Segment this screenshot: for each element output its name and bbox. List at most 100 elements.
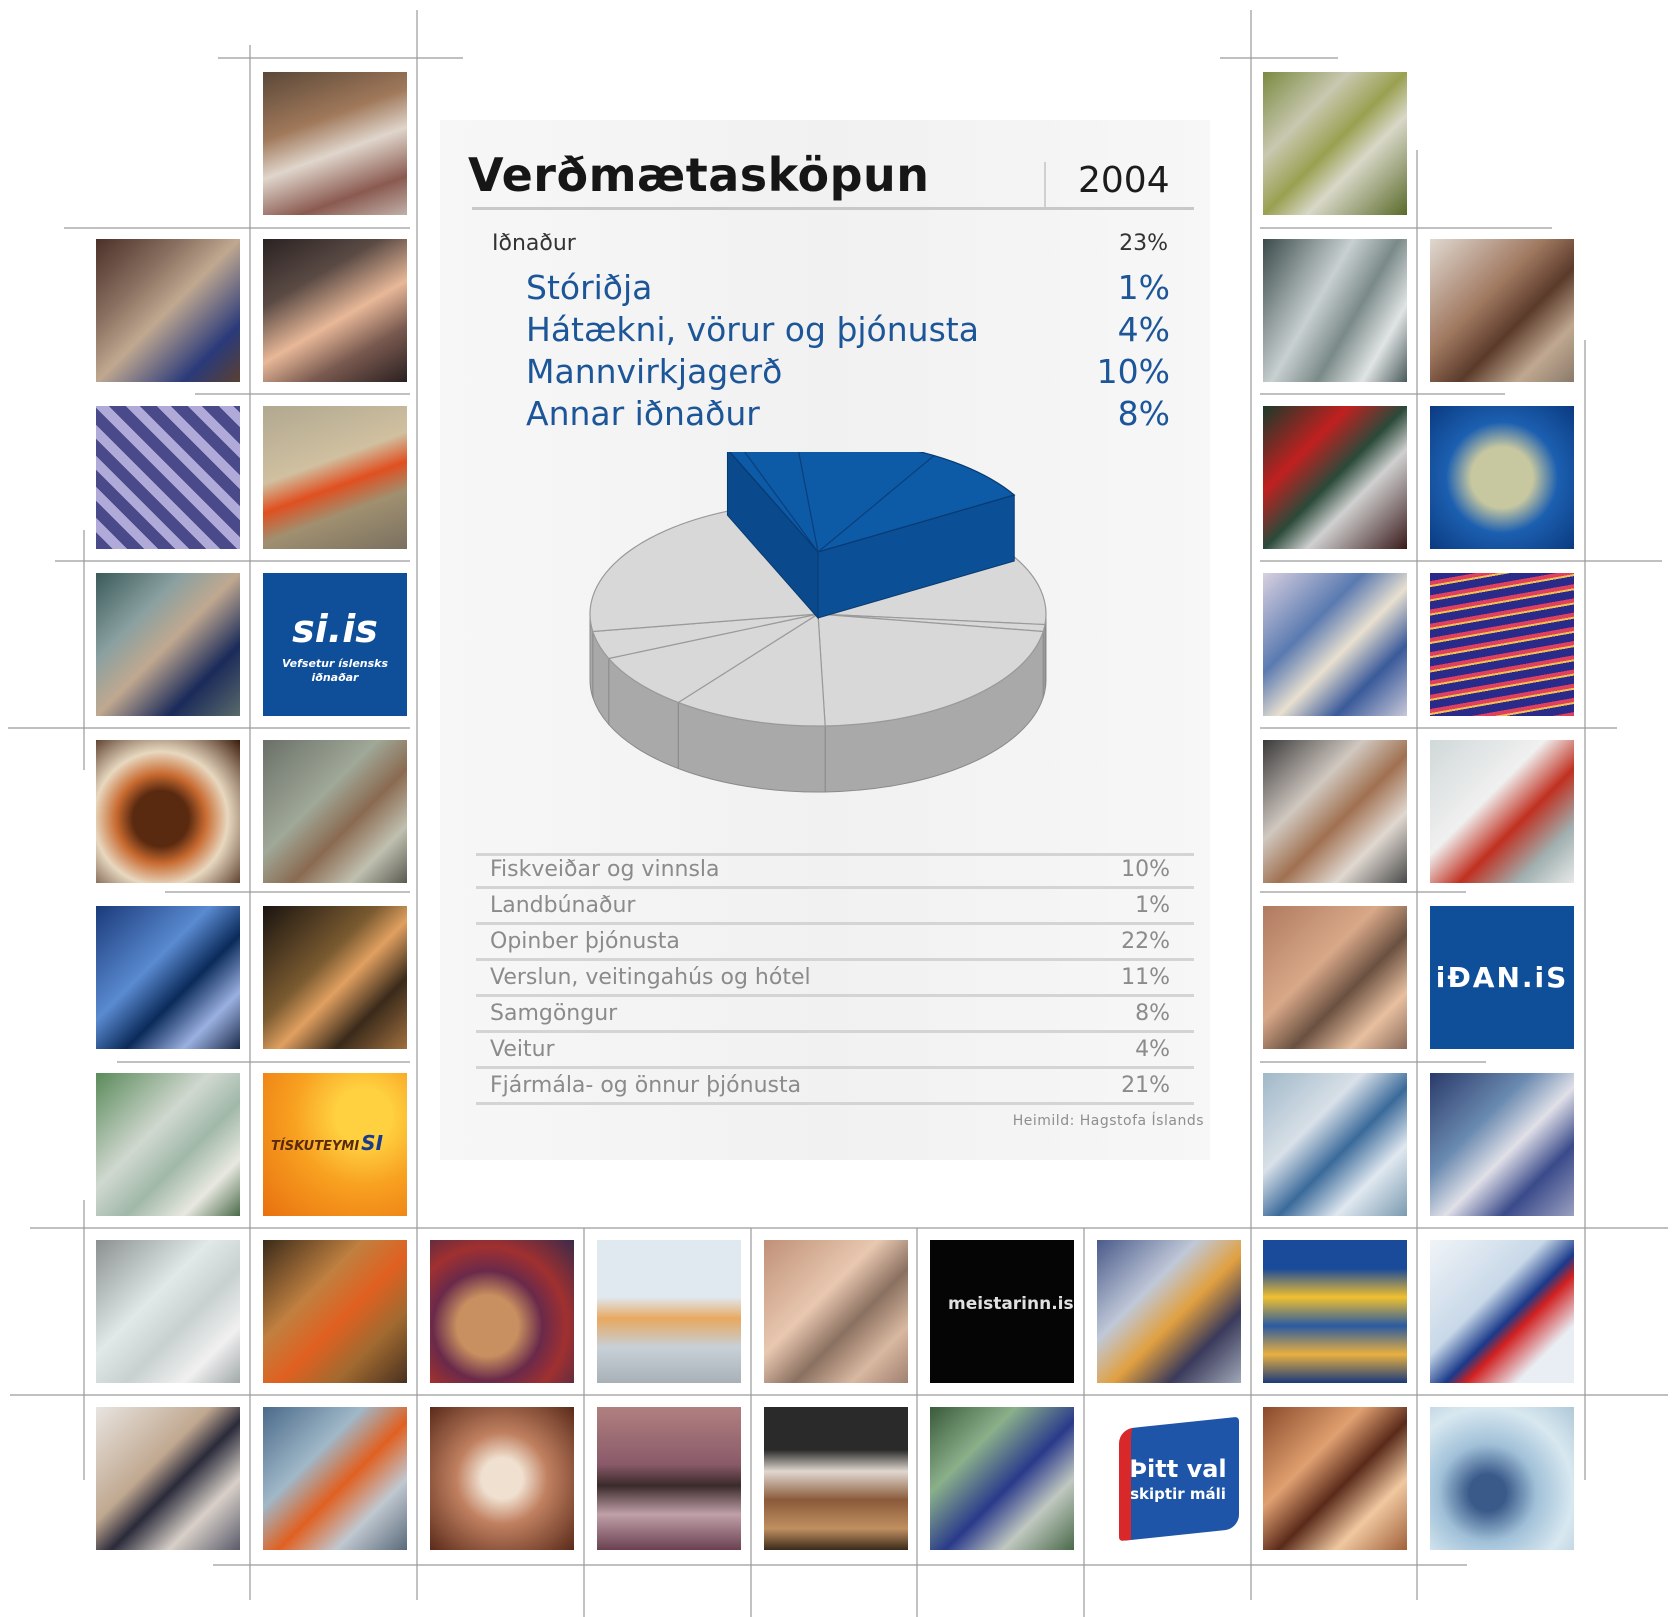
photo-tile: [96, 239, 240, 382]
subcategory-value: 10%: [1096, 352, 1170, 391]
sector-label: Fiskveiðar og vinnsla: [490, 857, 720, 882]
sector-value: 22%: [1121, 929, 1170, 954]
subcategory-label: Hátækni, vörur og þjónusta: [526, 310, 979, 349]
photo-tile: [1263, 1407, 1407, 1550]
pie-chart: [589, 452, 1047, 793]
thitt-val-line2: skiptir máli: [1130, 1485, 1226, 1503]
pie-slice: [817, 556, 1047, 626]
photo-tile: [430, 1407, 574, 1550]
title-divider: [1044, 162, 1046, 208]
photo-tile: [764, 1407, 908, 1550]
pie-slice: [817, 613, 1044, 727]
photo-tile: [430, 1240, 574, 1383]
photo-tile: [96, 573, 240, 716]
photo-tile: [263, 740, 407, 883]
idan-logo-text: iÐAN.iS: [1435, 961, 1569, 994]
sector-row: Landbúnaður 1%: [476, 889, 1194, 925]
sector-label: Opinber þjónusta: [490, 929, 680, 954]
photo-tile: [1263, 1240, 1407, 1383]
photo-tile: [1430, 1240, 1574, 1383]
photo-tile: [1263, 239, 1407, 382]
sector-value: 4%: [1135, 1037, 1170, 1062]
photo-tile: [263, 1240, 407, 1383]
sector-row: Opinber þjónusta 22%: [476, 925, 1194, 961]
sector-value: 21%: [1121, 1073, 1170, 1098]
sector-row: Verslun, veitingahús og hótel 11%: [476, 961, 1194, 997]
industry-value: 23%: [1119, 231, 1168, 256]
sector-value: 11%: [1121, 965, 1170, 990]
tiskuteymi-word: TÍSKUTEYMI: [271, 1139, 360, 1154]
sector-label: Verslun, veitingahús og hótel: [490, 965, 811, 990]
photo-tile: [1430, 1407, 1574, 1550]
sector-label: Samgöngur: [490, 1001, 618, 1026]
sector-value: 8%: [1135, 1001, 1170, 1026]
photo-tile: [263, 1407, 407, 1550]
photo-tile: [96, 1240, 240, 1383]
industry-label: Iðnaður: [492, 231, 576, 256]
thitt-val-logo[interactable]: Þitt val skiptir máli: [1097, 1407, 1241, 1550]
chart-title: Verðmætasköpun: [468, 148, 930, 202]
subcategory-label: Mannvirkjagerð: [526, 352, 783, 391]
photo-tile: [1430, 239, 1574, 382]
siis-logo-subtitle: Vefsetur íslensks iðnaðar: [281, 657, 389, 684]
photo-tile: [764, 1240, 908, 1383]
industry-subcategory-row: Mannvirkjagerð 10%: [526, 352, 1176, 394]
photo-tile: [1263, 72, 1407, 215]
title-rule: [472, 207, 1194, 210]
photo-tile: [1263, 1073, 1407, 1216]
photo-tile: [597, 1407, 741, 1550]
photo-tile: [1263, 906, 1407, 1049]
pie-slice: [607, 613, 819, 704]
subcategory-value: 8%: [1117, 394, 1170, 433]
industry-subcategory-row: Annar iðnaður 8%: [526, 394, 1176, 436]
siis-logo-text: si.is: [292, 607, 378, 651]
photo-tile: [1430, 406, 1574, 549]
photo-tile: [96, 906, 240, 1049]
photo-tile: [597, 1240, 741, 1383]
sector-row: Fiskveiðar og vinnsla 10%: [476, 853, 1194, 889]
pie-slice: [676, 612, 826, 727]
chart-year: 2004: [1078, 160, 1170, 201]
sector-label: Landbúnaður: [490, 893, 636, 918]
photo-tile: [96, 1073, 240, 1216]
photo-tile: [1263, 740, 1407, 883]
photo-tile: [1430, 1073, 1574, 1216]
tiskuteymi-logo-text: TÍSKUTEYMI SI: [271, 1131, 383, 1155]
pie-highlight-divider: [798, 452, 819, 553]
photo-tile: [263, 72, 407, 215]
meistari-logo-text: meistarinn.is: [948, 1294, 1074, 1314]
photo-tile: [1430, 573, 1574, 716]
sector-value: 1%: [1135, 893, 1170, 918]
meistari-logo[interactable]: meistarinn.is: [930, 1240, 1074, 1383]
photo-tile: [1263, 573, 1407, 716]
photo-tile: [1430, 740, 1574, 883]
photo-tile: [263, 406, 407, 549]
photo-tile: [1097, 1240, 1241, 1383]
idan-logo[interactable]: iÐAN.iS: [1430, 906, 1574, 1049]
sector-table: Fiskveiðar og vinnsla 10% Landbúnaður 1% O…: [476, 853, 1194, 1105]
photo-tile: [96, 1407, 240, 1550]
pie-highlight-divider: [817, 455, 935, 553]
subcategory-value: 1%: [1117, 268, 1170, 307]
photo-tile: [96, 740, 240, 883]
industry-subcategory-row: Hátækni, vörur og þjónusta 4%: [526, 310, 1176, 352]
tiskuteymi-logo[interactable]: TÍSKUTEYMI SI: [263, 1073, 407, 1216]
sector-value: 10%: [1121, 857, 1170, 882]
sector-row: Samgöngur 8%: [476, 997, 1194, 1033]
photo-tile: [263, 906, 407, 1049]
photo-tile: [96, 406, 240, 549]
siis-logo[interactable]: si.is Vefsetur íslensks iðnaðar: [263, 573, 407, 716]
sector-row: Fjármála- og önnur þjónusta 21%: [476, 1069, 1194, 1105]
pie-slice-highlighted: [729, 452, 1016, 553]
industry-subcategory-row: Stóriðja 1%: [526, 268, 1176, 310]
table-top-rule: [476, 853, 1194, 856]
subcategory-value: 4%: [1117, 310, 1170, 349]
subcategory-label: Annar iðnaður: [526, 394, 760, 433]
pie-highlight-divider: [743, 452, 819, 553]
photo-tile: [1263, 406, 1407, 549]
photo-tile: [263, 239, 407, 382]
sector-label: Fjármála- og önnur þjónusta: [490, 1073, 802, 1098]
chart-source: Heimild: Hagstofa Íslands: [1012, 1113, 1204, 1129]
sector-row: Veitur 4%: [476, 1033, 1194, 1069]
